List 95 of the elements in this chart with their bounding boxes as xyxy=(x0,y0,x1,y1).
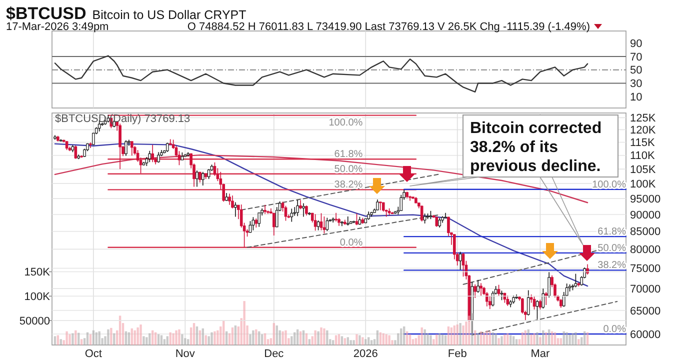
y-tick-label: 120K xyxy=(630,124,656,137)
candlestick xyxy=(488,295,492,310)
y-tick-label: 80000 xyxy=(630,244,661,256)
y-tick-label: 95000 xyxy=(630,193,661,206)
annotation: 61.8% xyxy=(334,149,363,160)
candlestick xyxy=(264,204,266,214)
y-tick-label: 65000 xyxy=(630,305,661,318)
candlestick xyxy=(234,202,237,218)
candlestick xyxy=(544,292,548,306)
candlestick xyxy=(231,195,234,209)
y-tick-label: 30 xyxy=(630,78,642,90)
candlestick xyxy=(196,170,198,188)
annotation: Bitcoin corrected 38.2% of its previous decline. xyxy=(470,120,602,175)
y-tick-label: 50 xyxy=(630,64,642,77)
annotation: 50.0% xyxy=(334,164,363,175)
candlestick xyxy=(320,212,323,231)
annotation: 100.0% xyxy=(328,117,363,128)
annotation: 17-Mar-2026 3:49pm xyxy=(6,21,109,33)
y2-tick-label: 150K xyxy=(24,266,51,279)
candlestick xyxy=(305,205,308,216)
candlestick xyxy=(447,216,450,237)
candlestick xyxy=(480,282,482,296)
candlestick xyxy=(74,145,78,160)
x-tick-label: Oct xyxy=(84,348,102,360)
annotation: 50.0% xyxy=(598,242,626,254)
candlestick xyxy=(299,200,302,210)
candlestick xyxy=(500,290,504,301)
candlestick xyxy=(458,251,462,270)
y2-tick-label: 100K xyxy=(24,291,51,304)
y2-tick-label: 50000 xyxy=(19,315,50,328)
candlestick xyxy=(89,142,92,148)
candlestick xyxy=(254,218,258,228)
x-tick-label: 2026 xyxy=(353,348,378,360)
y-tick-label: 10 xyxy=(630,91,642,104)
candlestick xyxy=(148,150,152,163)
annotation: 61.8% xyxy=(598,226,626,238)
candlestick xyxy=(548,272,550,298)
candlestick xyxy=(130,140,134,156)
y-tick-label: 70000 xyxy=(630,283,661,296)
candlestick xyxy=(538,299,542,310)
annotation: 100.0% xyxy=(592,179,626,190)
x-tick-label: Mar xyxy=(530,348,550,360)
candlestick xyxy=(423,213,426,224)
candlestick xyxy=(151,144,154,163)
chart-subtitle: Bitcoin to US Dollar CRYPT xyxy=(92,8,247,22)
candlestick xyxy=(228,193,231,206)
y-tick-label: 70 xyxy=(630,51,642,64)
candlestick xyxy=(316,220,320,231)
candlestick xyxy=(302,202,305,218)
candlestick xyxy=(314,214,317,232)
candlestick xyxy=(379,201,382,211)
candlestick xyxy=(118,123,122,170)
y-tick-label: 90 xyxy=(630,38,642,50)
candlestick xyxy=(272,212,276,236)
candlestick xyxy=(438,218,441,228)
y-tick-label: 100K xyxy=(630,178,656,190)
candlestick xyxy=(296,199,299,217)
candlestick xyxy=(355,213,358,226)
annotation: 0.0% xyxy=(340,237,363,248)
candlestick xyxy=(542,288,545,309)
candlestick xyxy=(506,294,510,306)
candlestick xyxy=(124,140,128,156)
y-tick-label: 115K xyxy=(630,137,656,150)
y-tick-label: 60000 xyxy=(630,328,661,341)
annotation: O 74884.52 H 76011.83 L 73419.90 Last 73769.13 V 26.5K Chg -1115.39 (-1.49%) xyxy=(187,21,590,33)
candlestick xyxy=(420,205,424,222)
candlestick xyxy=(497,284,500,296)
candlestick xyxy=(201,171,204,186)
y-tick-label: 125K xyxy=(630,112,656,125)
candlestick xyxy=(284,205,288,222)
y-tick-label: 90000 xyxy=(630,209,661,222)
line-series xyxy=(54,55,588,93)
candlestick xyxy=(462,252,465,277)
chart-title: $BTCUSD xyxy=(6,4,86,23)
candlestick xyxy=(290,208,294,222)
candlestick xyxy=(207,168,210,180)
candlestick xyxy=(326,217,329,232)
y-tick-label: 110K xyxy=(630,150,656,162)
candlestick xyxy=(536,300,539,320)
annotation: 38.2% xyxy=(334,180,363,191)
x-tick-label: Feb xyxy=(448,348,467,360)
candlestick xyxy=(322,216,326,234)
x-tick-label: Nov xyxy=(175,348,196,360)
candlestick xyxy=(258,212,261,228)
candlestick xyxy=(157,152,160,164)
candlestick xyxy=(346,216,350,226)
y-tick-label: 85000 xyxy=(630,226,661,238)
y-tick-label: 105K xyxy=(630,164,656,176)
candlestick xyxy=(574,273,578,288)
y-tick-label: 75000 xyxy=(630,263,661,276)
candlestick xyxy=(474,284,477,298)
candlestick xyxy=(476,279,480,294)
x-tick-label: Dec xyxy=(264,348,284,360)
candlestick xyxy=(376,199,379,211)
candlestick xyxy=(526,290,530,316)
